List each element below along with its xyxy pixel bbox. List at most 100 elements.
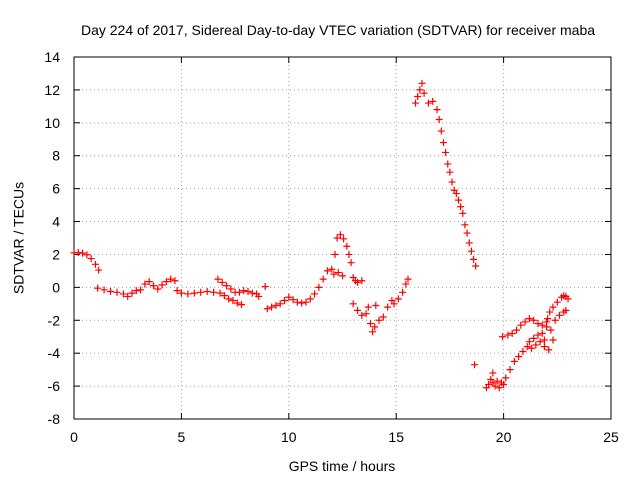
data-point (399, 288, 407, 296)
data-point (354, 278, 362, 286)
data-point (225, 295, 233, 303)
x-tick-label: 15 (388, 429, 404, 445)
data-point (364, 303, 372, 311)
data-point (461, 221, 469, 229)
y-tick-label: 2 (52, 246, 60, 262)
data-point (358, 277, 366, 285)
data-point (482, 384, 490, 392)
data-point (452, 190, 460, 198)
data-point (137, 286, 145, 294)
data-point (437, 127, 445, 135)
data-point (218, 278, 226, 286)
data-point (107, 287, 115, 295)
y-tick-label: -2 (48, 312, 61, 328)
data-point (79, 249, 87, 257)
data-point (223, 282, 231, 290)
data-point (528, 344, 536, 352)
y-tick-label: 8 (52, 148, 60, 164)
data-point (523, 343, 531, 351)
data-point (132, 287, 140, 295)
data-point (379, 313, 387, 321)
data-point (113, 288, 121, 296)
data-point (100, 286, 108, 294)
data-point (124, 292, 132, 300)
data-point (289, 296, 297, 304)
data-point (540, 343, 548, 351)
data-point (472, 262, 480, 270)
x-tick-label: 5 (178, 429, 186, 445)
data-point (394, 295, 402, 303)
axis-ticks: 0 5 10 15 20 25 -8 -6 -4 -2 0 2 4 6 8 10 12 14 (44, 49, 619, 445)
data-point (439, 139, 447, 147)
data-point (553, 298, 561, 306)
data-point (512, 326, 520, 334)
data-point (510, 357, 518, 365)
data-point (372, 301, 380, 309)
data-point (459, 209, 467, 217)
data-point (83, 251, 91, 259)
data-point (530, 316, 538, 324)
data-point (471, 361, 479, 369)
data-point (339, 272, 346, 280)
data-point (268, 303, 276, 311)
data-point (448, 178, 456, 186)
data-point (412, 99, 420, 107)
data-point (162, 278, 170, 286)
data-point (404, 275, 412, 283)
y-axis-label: SDTVAR / TECUs (11, 182, 27, 294)
data-point (416, 86, 424, 94)
data-point (467, 247, 475, 255)
data-point (345, 250, 353, 258)
data-point (272, 301, 280, 309)
data-point (538, 329, 546, 337)
y-tick-label: -4 (48, 345, 61, 361)
data-point (551, 316, 559, 324)
data-point (190, 289, 198, 297)
data-point (525, 315, 533, 323)
data-point (465, 239, 473, 247)
data-point (429, 97, 437, 105)
data-point (549, 336, 557, 344)
data-point (214, 275, 222, 283)
data-point (491, 382, 499, 390)
plot-frame (73, 56, 612, 420)
data-point (402, 280, 410, 288)
data-point (128, 289, 136, 297)
data-point (334, 269, 342, 277)
data-point (433, 106, 441, 114)
data-point (94, 284, 102, 292)
data-point (238, 301, 246, 309)
y-tick-label: 10 (44, 115, 60, 131)
data-point (521, 318, 529, 326)
data-point (390, 300, 398, 308)
data-point (87, 255, 95, 263)
data-point (336, 231, 344, 239)
data-point (330, 270, 338, 278)
data-point (177, 289, 185, 297)
y-tick-label: 4 (52, 214, 60, 230)
x-axis-label: GPS time / hours (289, 458, 396, 474)
data-point (184, 290, 192, 298)
data-point (119, 290, 127, 298)
y-tick-label: 0 (52, 279, 60, 295)
data-point (74, 248, 82, 256)
data-point (173, 287, 181, 295)
data-point (333, 234, 341, 242)
data-point (508, 329, 516, 337)
data-point (549, 303, 557, 311)
grid (74, 57, 611, 419)
data-point (532, 341, 540, 349)
data-point (220, 292, 228, 300)
data-point (328, 265, 336, 273)
data-point (347, 259, 355, 267)
data-point (424, 99, 432, 107)
y-tick-label: 12 (44, 82, 60, 98)
data-point (276, 300, 284, 308)
data-point (454, 196, 462, 204)
data-point (470, 255, 478, 263)
data-point (538, 321, 546, 329)
data-point (197, 288, 205, 296)
data-points (70, 79, 572, 392)
x-tick-label: 0 (70, 429, 78, 445)
